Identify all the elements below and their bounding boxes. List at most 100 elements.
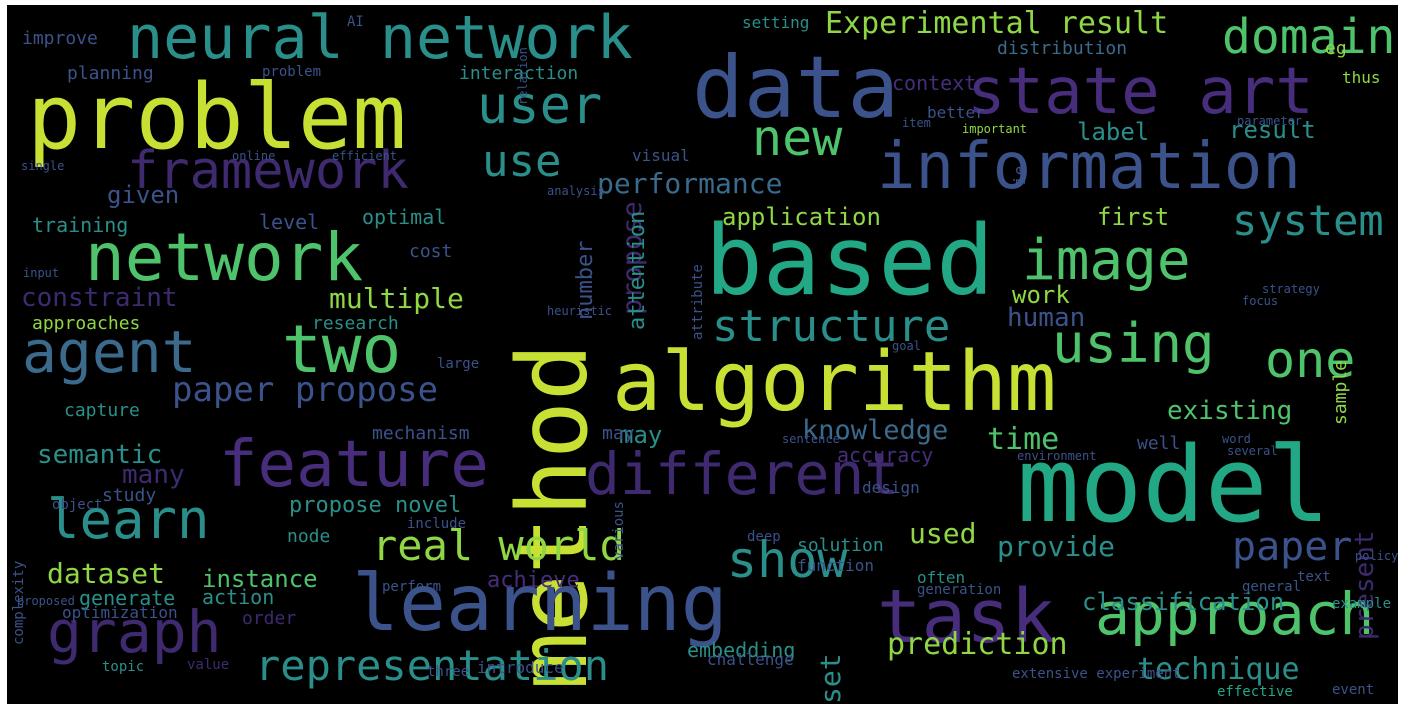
word-visual: visual bbox=[632, 146, 690, 165]
word-node: node bbox=[287, 526, 331, 547]
word-one: one bbox=[1265, 331, 1356, 389]
word-approaches: approaches bbox=[32, 313, 141, 334]
word-image: image bbox=[1022, 228, 1191, 293]
word-used: used bbox=[909, 517, 977, 550]
word-research: research bbox=[312, 313, 399, 334]
word-label: label bbox=[1077, 118, 1150, 146]
word-cloud: model method based problem data algorithm lear… bbox=[7, 5, 1398, 704]
word-embedding: embedding bbox=[687, 638, 796, 662]
word-system: system bbox=[1232, 196, 1384, 245]
word-example: example bbox=[1332, 596, 1392, 612]
word-distribution: distribution bbox=[997, 38, 1128, 59]
word-perform: perform bbox=[382, 579, 442, 595]
word-attribute: attribute bbox=[690, 264, 706, 340]
word-ie: ie bbox=[1010, 165, 1029, 185]
word-planning: planning bbox=[67, 63, 154, 84]
word-achieve: achieve bbox=[487, 568, 580, 593]
word-design: design bbox=[862, 478, 920, 497]
word-strategy: strategy bbox=[1262, 282, 1320, 296]
word-introduce: introduce bbox=[477, 658, 564, 677]
word-single: single bbox=[21, 159, 65, 173]
word-knowledge: knowledge bbox=[802, 415, 949, 446]
word-relation: relation bbox=[516, 47, 530, 105]
word-generation: generation bbox=[917, 582, 1002, 598]
word-approach: approach bbox=[1095, 580, 1375, 648]
word-instance: instance bbox=[202, 565, 318, 593]
word-order: order bbox=[242, 608, 297, 629]
word-task: task bbox=[877, 574, 1056, 660]
word-two: two bbox=[282, 311, 402, 388]
word-different: different bbox=[585, 440, 900, 508]
word-interaction: interaction bbox=[459, 63, 579, 84]
word-may: may bbox=[602, 423, 635, 444]
word-based: based bbox=[705, 205, 994, 317]
word-performance: performance bbox=[597, 167, 783, 200]
word-thus: thus bbox=[1342, 68, 1381, 87]
word-classification: classification bbox=[1082, 588, 1285, 616]
word-environment: environment bbox=[1017, 449, 1097, 463]
word-parameter: parameter bbox=[1237, 114, 1303, 128]
word-dataset: dataset bbox=[47, 557, 166, 590]
word-heuristic: heuristic bbox=[547, 304, 613, 318]
word-framework: framework bbox=[127, 141, 409, 201]
word-improve: improve bbox=[22, 28, 98, 49]
word-result: result bbox=[1229, 116, 1316, 144]
word-set: set bbox=[814, 653, 847, 704]
word-solution: solution bbox=[797, 535, 884, 556]
word-better: better bbox=[927, 103, 985, 122]
word-three: three bbox=[427, 664, 470, 680]
word-provide: provide bbox=[997, 530, 1116, 563]
word-learning: learning bbox=[352, 559, 728, 649]
word-optimization: optimization bbox=[62, 603, 178, 622]
word-event: event bbox=[1332, 682, 1375, 698]
word-representation: representation bbox=[255, 641, 610, 690]
word-policy: policy bbox=[1355, 549, 1398, 563]
word-experimental-result: Experimental result bbox=[825, 6, 1169, 41]
word-efficient: efficient bbox=[332, 149, 398, 163]
word-text: text bbox=[1297, 569, 1331, 585]
word-user: user bbox=[477, 76, 603, 136]
word-human: human bbox=[1007, 303, 1086, 333]
word-learn: learn bbox=[47, 488, 210, 551]
word-structure: structure bbox=[712, 301, 951, 352]
word-graph: graph bbox=[47, 598, 222, 666]
word-sample: sample bbox=[1330, 359, 1351, 425]
word-generate: generate bbox=[79, 586, 176, 610]
word-optimal: optimal bbox=[362, 205, 447, 229]
word-training: training bbox=[32, 213, 129, 237]
word-function: function bbox=[797, 556, 875, 575]
word-first: first bbox=[1097, 203, 1170, 231]
word-domain: domain bbox=[1222, 9, 1396, 65]
word-constraint: constraint bbox=[21, 283, 178, 313]
word-focus: focus bbox=[1242, 294, 1279, 308]
word-information: information bbox=[877, 130, 1301, 204]
word-deep: deep bbox=[747, 529, 781, 545]
word-often: often bbox=[917, 568, 966, 587]
word-problem: problem bbox=[27, 65, 407, 170]
word-online: online bbox=[232, 149, 276, 163]
word-prediction: prediction bbox=[887, 627, 1068, 662]
word-paper-propose: paper propose bbox=[172, 370, 439, 410]
word-algorithm: algorithm bbox=[612, 335, 1057, 430]
word-many: many bbox=[122, 460, 185, 490]
word-present: present bbox=[1350, 530, 1380, 640]
word-topic: topic bbox=[102, 659, 145, 675]
word-action: action bbox=[202, 585, 275, 609]
word-real-world: real world bbox=[372, 521, 625, 570]
word-study: study bbox=[102, 485, 157, 506]
word-feature: feature bbox=[219, 428, 489, 502]
word-mechanism: mechanism bbox=[372, 423, 470, 444]
word-input: input bbox=[23, 266, 60, 280]
word-level: level bbox=[259, 210, 320, 234]
word-large: large bbox=[437, 356, 480, 372]
word-paper: paper bbox=[1232, 524, 1353, 570]
word-existing: existing bbox=[1167, 396, 1293, 426]
word-new: new bbox=[752, 109, 843, 167]
word-data: data bbox=[692, 38, 900, 138]
word-object: object bbox=[52, 497, 103, 513]
word-goal: goal bbox=[892, 339, 921, 353]
word-neural-network: neural network bbox=[127, 5, 633, 73]
word-capture: capture bbox=[64, 400, 140, 421]
word-show: show bbox=[727, 531, 848, 589]
word-analysis: analysis bbox=[547, 184, 605, 198]
